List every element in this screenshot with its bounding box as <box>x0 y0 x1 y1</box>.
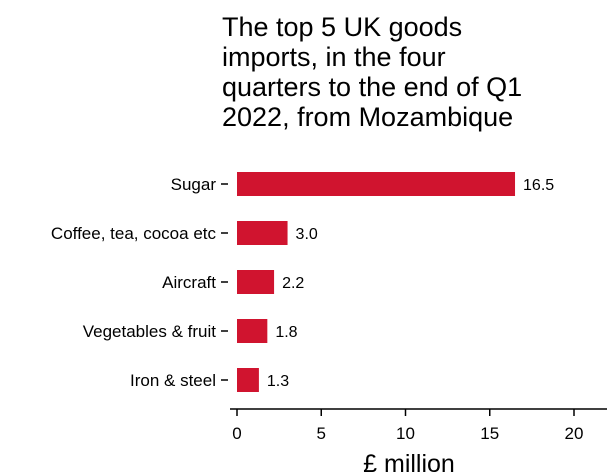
category-label: Iron & steel <box>130 371 216 390</box>
bar <box>237 319 268 343</box>
x-axis-title: £ million <box>363 450 455 476</box>
bar <box>237 368 259 392</box>
category-label: Aircraft <box>162 273 216 292</box>
chart-title-line: The top 5 UK goods <box>222 12 463 42</box>
chart-title-line: quarters to the end of Q1 <box>222 72 523 102</box>
x-tick-label: 20 <box>565 424 584 443</box>
bar-value-label: 2.2 <box>282 275 304 292</box>
bar-value-label: 1.3 <box>267 373 289 390</box>
category-labels: Sugar Coffee, tea, cocoa etc Aircraft Veget… <box>51 175 228 390</box>
x-tick-label: 15 <box>480 424 499 443</box>
bar <box>237 270 275 294</box>
bar <box>237 172 516 196</box>
bar-value-label: 16.5 <box>523 177 554 194</box>
chart-title: The top 5 UK goods imports, in the four … <box>222 12 602 132</box>
category-label: Vegetables & fruit <box>83 322 217 341</box>
bar <box>237 221 288 245</box>
category-label: Sugar <box>171 175 217 194</box>
x-tick-label: 10 <box>396 424 415 443</box>
x-axis: 0 5 10 15 20 <box>230 408 607 443</box>
bars-group: 16.5 3.0 2.2 1.8 1.3 <box>237 172 554 392</box>
category-label: Coffee, tea, cocoa etc <box>51 224 217 243</box>
chart-title-line: 2022, from Mozambique <box>222 102 514 132</box>
bar-value-label: 3.0 <box>296 226 318 243</box>
bar-value-label: 1.8 <box>275 324 297 341</box>
x-tick-label: 0 <box>232 424 241 443</box>
x-tick-label: 5 <box>317 424 326 443</box>
chart-title-line: imports, in the four <box>222 42 446 72</box>
